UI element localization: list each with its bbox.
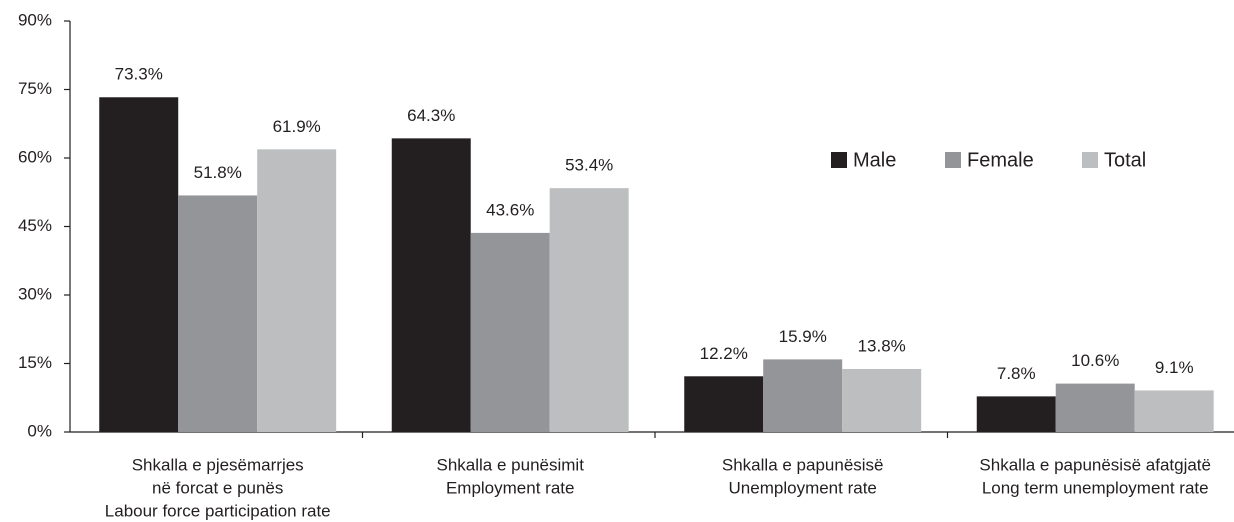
value-label: 73.3% [115,65,163,84]
value-label: 51.8% [194,163,242,182]
bar [976,396,1056,432]
value-label: 7.8% [997,364,1036,383]
y-tick-label: 15% [18,353,52,372]
legend-label: Total [1104,149,1146,171]
x-tick-label: Shkalla e papunësisë [722,455,884,474]
legend-swatch [945,152,961,168]
x-tick-label: Long term unemployment rate [982,478,1209,497]
x-tick-label: në forcat e punës [152,478,283,497]
y-tick-label: 90% [18,10,52,29]
value-label: 10.6% [1071,351,1119,370]
y-tick-label: 30% [18,284,52,303]
y-tick-label: 0% [27,421,52,440]
bar [470,232,550,432]
bar [178,195,258,432]
value-label: 9.1% [1155,358,1194,377]
legend-label: Male [853,149,896,171]
bar [684,376,764,432]
x-tick-label: Shkalla e pjesëmarrjes [132,455,304,474]
value-label: 53.4% [565,156,613,175]
bar [257,149,337,432]
value-label: 43.6% [486,200,534,219]
legend-swatch [1082,152,1098,168]
x-tick-label: Shkalla e punësimit [437,455,585,474]
x-tick-label: Labour force participation rate [105,501,331,520]
y-tick-label: 45% [18,216,52,235]
value-label: 13.8% [858,336,906,355]
bar [1134,390,1214,432]
bar [391,138,471,432]
value-label: 12.2% [700,344,748,363]
bar [549,188,629,432]
value-label: 61.9% [273,117,321,136]
bar [842,368,922,432]
y-tick-label: 75% [18,79,52,98]
legend-swatch [831,152,847,168]
value-label: 64.3% [407,106,455,125]
x-tick-label: Shkalla e papunësisë afatgjatë [979,455,1211,474]
value-label: 15.9% [779,327,827,346]
x-tick-label: Employment rate [446,478,575,497]
y-tick-label: 60% [18,147,52,166]
bar [1055,383,1135,432]
bar [99,97,179,432]
legend-label: Female [967,149,1034,171]
x-tick-label: Unemployment rate [729,478,877,497]
bar [763,359,843,432]
